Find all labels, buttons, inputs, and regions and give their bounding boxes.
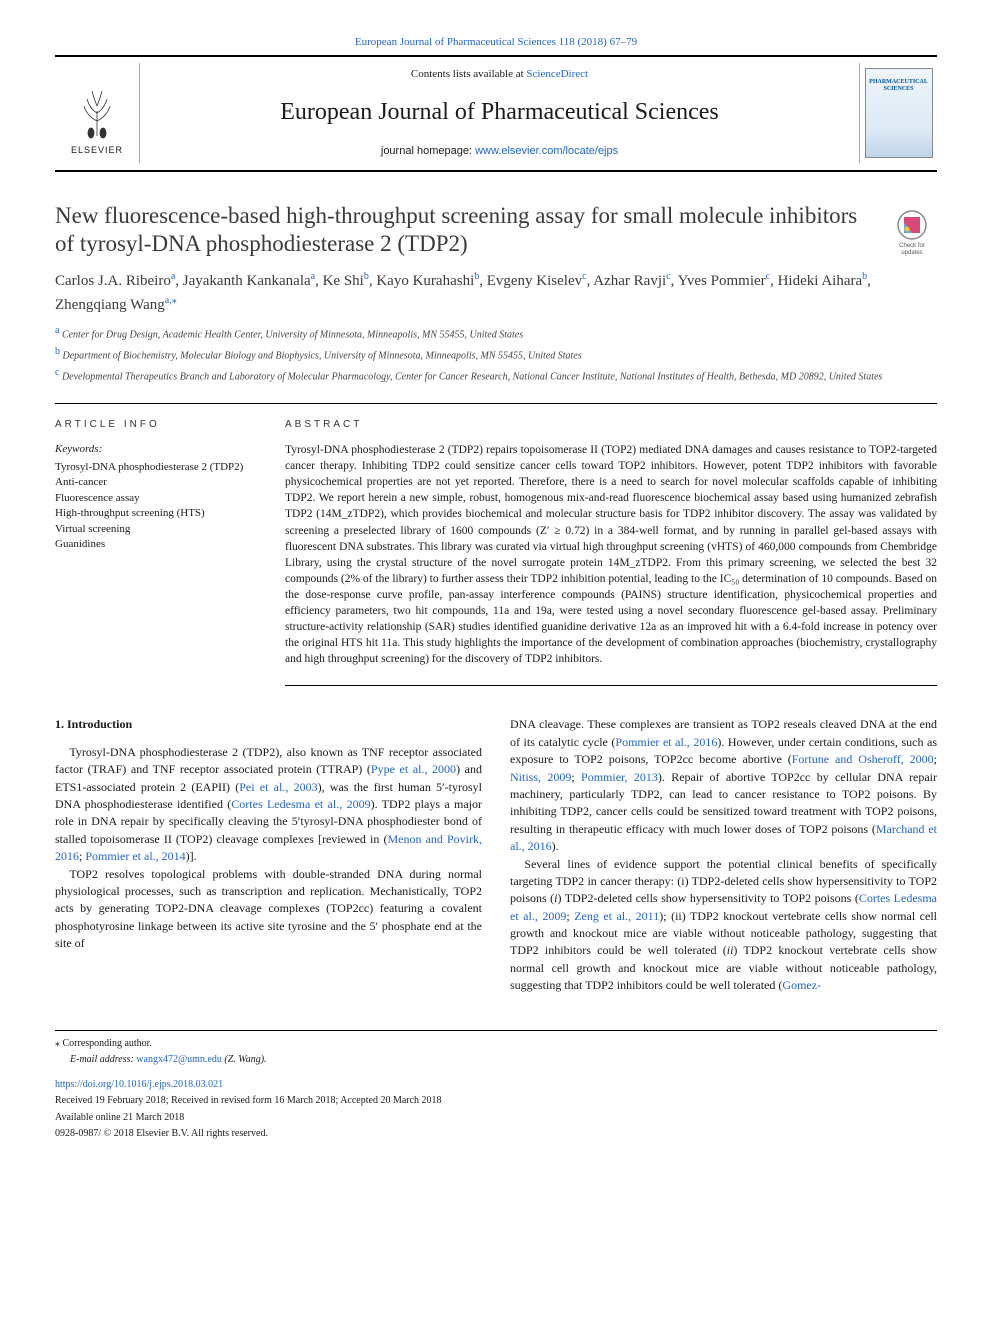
- cover-label-2: SCIENCES: [883, 86, 913, 93]
- cover-label-1: PHARMACEUTICAL: [869, 79, 928, 86]
- citation-link[interactable]: Fortune and Osheroff, 2000: [792, 752, 934, 766]
- abstract-head: ABSTRACT: [285, 418, 937, 433]
- paragraph: Tyrosyl-DNA phosphodiesterase 2 (TDP2), …: [55, 744, 482, 866]
- email-line: E-mail address: wangx472@umn.edu (Z. Wan…: [70, 1053, 937, 1068]
- keywords-label: Keywords:: [55, 442, 255, 458]
- svg-text:Check for: Check for: [899, 243, 925, 249]
- body-columns: 1. Introduction Tyrosyl-DNA phosphodiest…: [55, 716, 937, 994]
- citation-link[interactable]: Zeng et al., 2011: [574, 909, 659, 923]
- abstract-text: Tyrosyl-DNA phosphodiesterase 2 (TDP2) r…: [285, 442, 937, 667]
- elsevier-tree-icon: [72, 81, 122, 141]
- paragraph: Several lines of evidence support the po…: [510, 856, 937, 995]
- copyright: 0928-0987/ © 2018 Elsevier B.V. All righ…: [55, 1127, 937, 1142]
- homepage-line: journal homepage: www.elsevier.com/locat…: [148, 144, 851, 160]
- homepage-link[interactable]: www.elsevier.com/locate/ejps: [475, 145, 618, 157]
- elsevier-text: ELSEVIER: [71, 144, 123, 157]
- journal-citation[interactable]: European Journal of Pharmaceutical Scien…: [55, 35, 937, 51]
- citation-link[interactable]: Cortes Ledesma et al., 2009: [231, 797, 370, 811]
- affiliation-b: b Department of Biochemistry, Molecular …: [55, 345, 937, 364]
- corresponding-author: ⁎ Corresponding author.: [55, 1037, 937, 1052]
- left-column: 1. Introduction Tyrosyl-DNA phosphodiest…: [55, 716, 482, 994]
- divider: [55, 403, 937, 404]
- email-link[interactable]: wangx472@umn.edu: [136, 1054, 222, 1065]
- citation-link[interactable]: Gomez-: [782, 978, 821, 992]
- citation-link[interactable]: Pommier et al., 2016: [615, 735, 717, 749]
- article-dates: Received 19 February 2018; Received in r…: [55, 1094, 937, 1109]
- divider: [285, 685, 937, 686]
- citation-link[interactable]: Nitiss, 2009: [510, 770, 571, 784]
- elsevier-logo[interactable]: ELSEVIER: [55, 63, 140, 163]
- journal-header: ELSEVIER Contents lists available at Sci…: [55, 55, 937, 172]
- keyword: Guanidines: [55, 537, 255, 552]
- author-list: Carlos J.A. Ribeiroa, Jayakanth Kankanal…: [55, 269, 937, 316]
- paragraph: TOP2 resolves topological problems with …: [55, 866, 482, 953]
- keyword: Anti-cancer: [55, 475, 255, 490]
- journal-name: European Journal of Pharmaceutical Scien…: [148, 95, 851, 130]
- article-info-head: ARTICLE INFO: [55, 418, 255, 433]
- check-updates-badge[interactable]: Check for updates: [887, 207, 937, 257]
- citation-link[interactable]: Pype et al., 2000: [371, 762, 456, 776]
- footer: ⁎ Corresponding author. E-mail address: …: [55, 1030, 937, 1142]
- sciencedirect-link[interactable]: ScienceDirect: [526, 68, 588, 80]
- paragraph: DNA cleavage. These complexes are transi…: [510, 716, 937, 855]
- contents-line: Contents lists available at ScienceDirec…: [148, 67, 851, 83]
- abstract-column: ABSTRACT Tyrosyl-DNA phosphodiesterase 2…: [285, 418, 937, 687]
- section-head: 1. Introduction: [55, 716, 482, 733]
- keyword: Tyrosyl-DNA phosphodiesterase 2 (TDP2): [55, 460, 255, 475]
- citation-link[interactable]: Pommier et al., 2014: [85, 849, 185, 863]
- doi-link[interactable]: https://doi.org/10.1016/j.ejps.2018.03.0…: [55, 1078, 937, 1093]
- citation-link[interactable]: Pommier, 2013: [581, 770, 658, 784]
- affiliation-c: c Developmental Therapeutics Branch and …: [55, 366, 937, 385]
- keyword: High-throughput screening (HTS): [55, 506, 255, 521]
- affiliation-a: a Center for Drug Design, Academic Healt…: [55, 324, 937, 343]
- article-info: ARTICLE INFO Keywords: Tyrosyl-DNA phosp…: [55, 418, 255, 687]
- article-title: New fluorescence-based high-throughput s…: [55, 202, 872, 260]
- svg-text:updates: updates: [901, 250, 922, 256]
- keyword: Virtual screening: [55, 522, 255, 537]
- right-column: DNA cleavage. These complexes are transi…: [510, 716, 937, 994]
- available-online: Available online 21 March 2018: [55, 1111, 937, 1126]
- journal-cover-thumb[interactable]: PHARMACEUTICAL SCIENCES: [859, 63, 937, 163]
- citation-link[interactable]: Pei et al., 2003: [239, 780, 317, 794]
- header-center: Contents lists available at ScienceDirec…: [140, 57, 859, 170]
- keyword: Fluorescence assay: [55, 491, 255, 506]
